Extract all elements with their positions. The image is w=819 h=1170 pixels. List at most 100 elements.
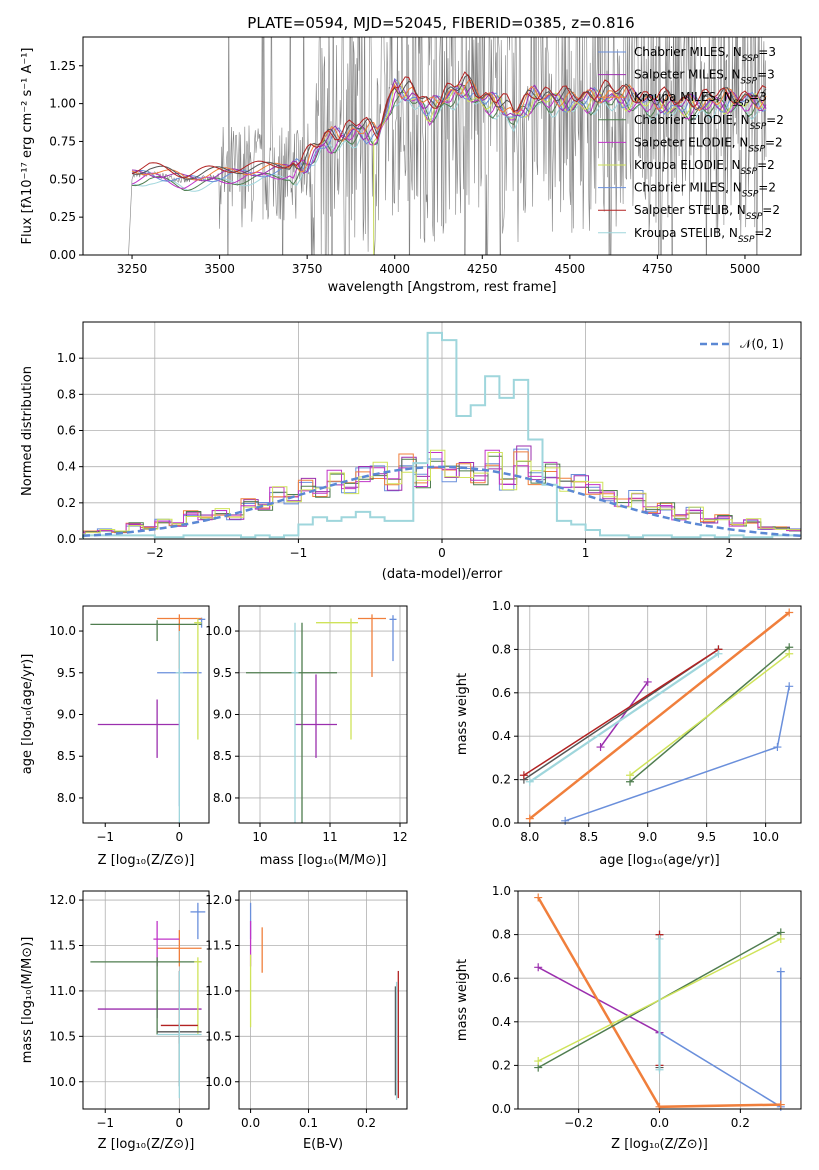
legend-subscript: SSP <box>750 122 767 132</box>
y-tick-label: 0.6 <box>492 971 511 985</box>
axes-frame <box>82 321 802 540</box>
x-axis-label: age [log₁₀(age/yr)] <box>599 853 720 868</box>
data-marker <box>655 934 664 943</box>
y-tick-label: 0.25 <box>49 210 76 224</box>
x-tick-label: 0.2 <box>731 1116 750 1130</box>
y-tick-label: 0.8 <box>492 642 511 656</box>
data-marker <box>655 1065 664 1074</box>
y-axis-label: mass weight <box>455 673 470 755</box>
data-marker <box>773 743 782 752</box>
data-marker <box>525 777 534 786</box>
weight-series-line <box>659 971 782 1109</box>
age-vs-mass-panel: 10 11 12 8.0 8.5 9.0 9.5 10.0 mass [log₁₀(M/M⊙)] <box>205 605 408 868</box>
spectrum-panel: 3250 3500 3750 4000 4250 4500 4750 5000 0.00 0.25… <box>20 36 802 295</box>
model-spectrum-line <box>131 74 767 180</box>
x-tick-label: −2 <box>146 546 164 560</box>
x-tick-label: 0 <box>176 1116 184 1130</box>
legend-count: =2 <box>762 203 780 217</box>
data-marker <box>785 608 794 617</box>
y-tick-label: 0.75 <box>49 134 76 148</box>
x-tick-label: −1 <box>96 1116 114 1130</box>
legend-subscript: SSP <box>742 190 759 200</box>
panel-plot-area <box>249 902 399 1100</box>
legend-label: Kroupa ELODIE, NSSP=2 <box>634 158 775 177</box>
legend-subscript: SSP <box>742 54 759 64</box>
y-tick-label: 0.0 <box>492 1102 511 1116</box>
data-marker <box>534 893 543 902</box>
x-tick-label: 11 <box>322 830 337 844</box>
data-marker <box>785 682 794 691</box>
x-tick-label: −1 <box>290 546 308 560</box>
y-tick-label: 0.0 <box>57 532 76 546</box>
x-tick-label: 12 <box>392 830 407 844</box>
x-tick-label: 2 <box>725 546 733 560</box>
y-tick-label: 11.5 <box>49 939 76 953</box>
axes-frame <box>82 605 210 824</box>
axes-frame <box>238 605 408 824</box>
y-tick-label: 0.4 <box>492 729 511 743</box>
x-tick-label: 4000 <box>379 262 410 276</box>
legend-subscript: SSP <box>733 99 750 109</box>
x-tick-label: 4250 <box>467 262 498 276</box>
y-tick-label: 9.0 <box>213 708 232 722</box>
legend-count: =3 <box>758 45 776 59</box>
model-spectrum-line <box>131 71 767 179</box>
x-tick-label: 3750 <box>292 262 323 276</box>
data-marker <box>534 963 543 972</box>
residual-histogram-broad <box>82 449 801 540</box>
legend-subscript: SSP <box>741 77 758 87</box>
weight-vs-metallicity-panel: −0.2 0.0 0.2 0.0 0.2 0.4 0.6 0.8 1.0 Z [log₁₀(Z/Z… <box>455 884 802 1152</box>
data-marker <box>785 649 794 658</box>
weight-series-line <box>564 686 790 822</box>
model-spectrum-line <box>131 78 767 182</box>
legend-label: Kroupa STELIB, NSSP=2 <box>634 226 772 245</box>
axes-frame <box>517 605 802 824</box>
x-axis-label: mass [log₁₀(M/M⊙)] <box>260 853 387 868</box>
x-tick-label: 3500 <box>204 262 235 276</box>
y-tick-label: 11.0 <box>49 984 76 998</box>
x-tick-label: 0 <box>176 830 184 844</box>
y-tick-label: 0.00 <box>49 248 76 262</box>
y-axis-label: mass [log₁₀(M/M⊙)] <box>20 937 35 1064</box>
y-tick-label: 9.5 <box>57 666 76 680</box>
data-marker <box>776 967 785 976</box>
legend-subscript: SSP <box>746 212 763 222</box>
x-tick-label: −0.2 <box>564 1116 593 1130</box>
x-tick-label: 10.0 <box>752 830 779 844</box>
y-tick-label: 8.0 <box>57 791 76 805</box>
y-tick-label: 1.25 <box>49 59 76 73</box>
model-spectrum-line <box>131 79 767 181</box>
data-marker <box>519 771 528 780</box>
y-tick-label: 12.0 <box>205 893 232 907</box>
y-axis-label: Flux [fλ10⁻¹⁷ erg cm⁻² s⁻¹ A⁻¹] <box>20 48 35 245</box>
legend-count: =3 <box>757 68 775 82</box>
y-tick-label: 10.0 <box>205 624 232 638</box>
legend-label: 𝒩(0, 1) <box>740 337 784 351</box>
x-tick-label: 0 <box>438 546 446 560</box>
y-tick-label: 0.4 <box>492 1015 511 1029</box>
axes-frame <box>82 890 210 1110</box>
axes-frame <box>517 890 802 1110</box>
weight-series-line <box>529 611 790 820</box>
data-marker <box>534 1057 543 1066</box>
y-tick-label: 10.0 <box>49 624 76 638</box>
data-marker <box>626 771 635 780</box>
y-tick-label: 0.4 <box>57 460 76 474</box>
y-tick-label: 11.5 <box>205 939 232 953</box>
weight-series-line <box>629 653 790 776</box>
x-axis-label: Z [log₁₀(Z/Z⊙)] <box>98 1137 195 1152</box>
legend-count: =2 <box>754 226 772 240</box>
x-tick-label: 0.2 <box>357 1116 376 1130</box>
weight-series-line <box>523 648 719 776</box>
legend-subscript: SSP <box>738 235 755 245</box>
y-tick-label: 9.5 <box>213 666 232 680</box>
x-tick-label: 0.1 <box>299 1116 318 1130</box>
x-tick-label: 4750 <box>642 262 673 276</box>
legend-count: =2 <box>758 181 776 195</box>
x-axis-label: (data-model)/error <box>382 567 503 582</box>
y-tick-label: 10.0 <box>205 1075 232 1089</box>
x-axis-label: Z [log₁₀(Z/Z⊙)] <box>611 1137 708 1152</box>
y-tick-label: 10.0 <box>49 1075 76 1089</box>
y-tick-label: 8.5 <box>213 749 232 763</box>
